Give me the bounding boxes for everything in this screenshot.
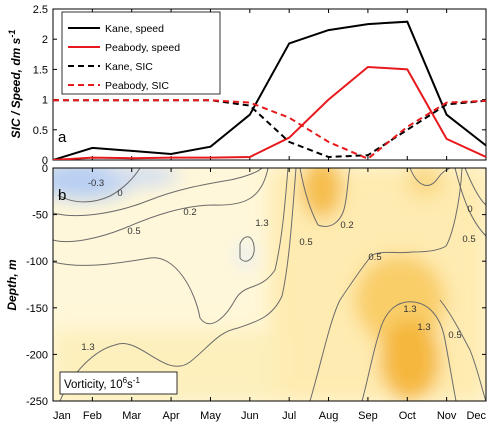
x-tick-label: Dec <box>466 410 486 422</box>
series-line-1 <box>53 65 486 160</box>
contour-label: 1.3 <box>403 304 416 315</box>
panel-a-label: a <box>58 129 67 146</box>
panel-b-label: b <box>58 187 66 204</box>
panel-a-ylabel: SIC / Speed, dm s-1 <box>7 30 23 139</box>
x-tick-label: Sep <box>358 410 378 422</box>
x-tick-label: Oct <box>399 410 416 422</box>
y-tick-label: -150 <box>26 303 48 315</box>
x-tick-label: Apr <box>163 410 180 422</box>
panel-b-ylabel: Depth, m <box>5 259 19 311</box>
legend-label: Kane, speed <box>105 23 164 35</box>
legend-label: Peabody, SIC <box>105 80 169 92</box>
contour-label: 1.3 <box>81 342 94 353</box>
contour-label: 0.2 <box>340 220 353 231</box>
legend-label: Peabody, speed <box>105 42 180 54</box>
y-tick-label: 2 <box>42 34 48 46</box>
x-tick-label: Nov <box>437 410 457 422</box>
contour-label: 0 <box>117 188 122 199</box>
legend-box <box>61 11 221 95</box>
contour-label: 1.3 <box>417 322 430 333</box>
y-tick-label: 2.5 <box>33 4 48 16</box>
x-tick-label: Feb <box>83 410 102 422</box>
contour-label: 0 <box>467 204 472 215</box>
x-tick-label: Jun <box>241 410 259 422</box>
contour-label: 0.5 <box>448 330 461 341</box>
legend-label: Kane, SIC <box>105 61 153 73</box>
contour-label: 0.5 <box>127 226 140 237</box>
contour-label: 0.5 <box>368 252 381 263</box>
y-tick-label: 0 <box>42 163 48 175</box>
series-line-3 <box>53 99 486 160</box>
x-tick-label: Aug <box>319 410 339 422</box>
y-tick-label: -200 <box>26 349 48 361</box>
vorticity-note: Vorticity, 106s-1 <box>59 371 178 395</box>
vorticity-note-text: Vorticity, 106s-1 <box>64 376 140 391</box>
series-line-0 <box>53 20 486 160</box>
contour-label: 0.2 <box>183 207 196 218</box>
y-tick-label: 0.5 <box>33 125 48 137</box>
vorticity-panel: -0.300.20.51.31.30.50.200.51.31.30.50.5 … <box>26 163 487 422</box>
contour-label: 0.5 <box>462 234 475 245</box>
y-tick-label: 1.5 <box>33 64 48 76</box>
contour-label: 0.5 <box>299 237 312 248</box>
x-tick-label: Mar <box>122 410 141 422</box>
x-tick-label: May <box>200 410 221 422</box>
y-tick-label: -100 <box>26 256 48 268</box>
x-tick-label: Jan <box>53 410 71 422</box>
x-tick-label: Jul <box>282 410 296 422</box>
contour-label: 1.3 <box>255 218 268 229</box>
y-tick-label: 0 <box>42 155 48 167</box>
y-tick-label: 1 <box>42 95 48 107</box>
contour-label: -0.3 <box>88 178 104 189</box>
legend: Kane, speed Peabody, speed Kane, SIC Peabod… <box>61 11 221 95</box>
y-tick-label: -50 <box>32 210 48 222</box>
y-tick-label: -250 <box>26 396 48 408</box>
